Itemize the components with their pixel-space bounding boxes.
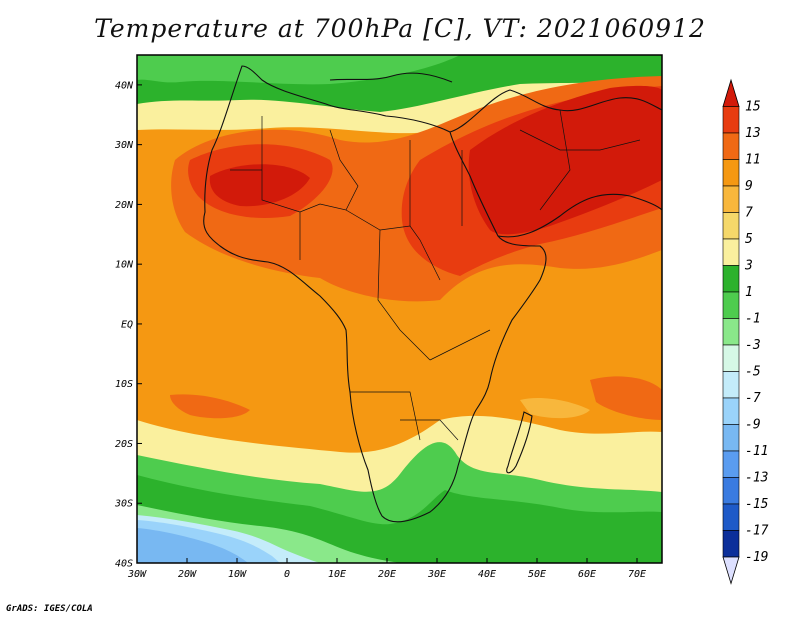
colorbar-swatch [722, 424, 740, 452]
colorbar-level-label: -15 [745, 497, 769, 512]
lat-tick-label: 10S [115, 379, 133, 390]
colorbar-swatch [722, 503, 740, 531]
lat-tick-label: 40S [115, 559, 133, 570]
lon-tick-label: 20E [378, 569, 396, 580]
colorbar-swatch [722, 212, 740, 240]
colorbar-level-label: -13 [745, 471, 768, 486]
colorbar-top-arrow [722, 78, 740, 107]
colorbar-level-label: -7 [745, 391, 761, 406]
colorbar-swatch [722, 132, 740, 160]
credit-label: GrADS: IGES/COLA [6, 604, 93, 614]
colorbar: 15 13 11 9 7 5 3 1 -1 -3 -5 -7 -9 -11 -13 -15 -17 -19 [722, 78, 769, 585]
map-axes: 30W 20W 10W 0 10E 20E 30E 40E 50E 60E 70E 40N 30N 20N… [114, 80, 646, 580]
colorbar-swatch [722, 477, 740, 505]
colorbar-level-label: -5 [745, 365, 761, 380]
lon-tick-label: 20W [178, 569, 197, 580]
temperature-field [137, 55, 662, 563]
colorbar-level-label: 3 [744, 259, 753, 274]
lon-tick-label: 10E [328, 569, 346, 580]
lon-tick-label: 10W [228, 569, 247, 580]
colorbar-level-label: 5 [745, 232, 753, 247]
lat-tick-label: 30S [114, 499, 133, 510]
colorbar-swatch [722, 238, 740, 266]
colorbar-swatch [722, 450, 740, 478]
colorbar-level-label: -19 [745, 550, 768, 565]
colorbar-swatch [722, 530, 740, 558]
colorbar-level-label: 1 [745, 285, 753, 300]
lat-tick-label: 30N [114, 140, 134, 151]
colorbar-swatch [722, 397, 740, 425]
lon-tick-label: 40E [478, 569, 496, 580]
colorbar-swatch [722, 185, 740, 213]
country-borders [230, 109, 641, 441]
colorbar-level-label: -1 [745, 312, 761, 327]
lat-tick-label: 10N [115, 260, 134, 271]
colorbar-swatch [722, 265, 740, 293]
lon-tick-label: 60E [578, 569, 596, 580]
lat-tick-label: EQ [121, 319, 133, 330]
colorbar-level-label: 11 [745, 153, 761, 168]
colorbar-level-label: 7 [745, 206, 753, 221]
colorbar-level-label: 9 [745, 179, 753, 194]
colorbar-level-label: 13 [745, 126, 761, 141]
page-title: Temperature at 700hPa [C], VT: 202106091… [94, 14, 706, 43]
map-frame [136, 54, 663, 564]
colorbar-swatch [722, 344, 740, 372]
colorbar-level-label: 15 [745, 100, 761, 115]
lon-tick-label: 50E [528, 569, 546, 580]
lon-tick-label: 30E [427, 569, 446, 580]
colorbar-swatch [722, 106, 740, 134]
colorbar-swatch [722, 371, 740, 399]
colorbar-swatch [722, 318, 740, 346]
lat-tick-label: 20N [115, 200, 134, 211]
lon-tick-label: 0 [284, 569, 290, 580]
lat-tick-label: 20S [115, 439, 133, 450]
colorbar-level-label: -17 [745, 524, 769, 539]
lat-tick-label: 40N [115, 80, 134, 91]
lon-tick-label: 70E [628, 569, 646, 580]
colorbar-level-label: -11 [745, 444, 768, 459]
colorbar-level-label: -3 [745, 338, 761, 353]
colorbar-swatch [722, 291, 740, 319]
colorbar-bottom-arrow [722, 556, 740, 585]
colorbar-swatch [722, 159, 740, 187]
colorbar-level-label: -9 [745, 418, 761, 433]
lon-tick-label: 30W [127, 569, 147, 580]
